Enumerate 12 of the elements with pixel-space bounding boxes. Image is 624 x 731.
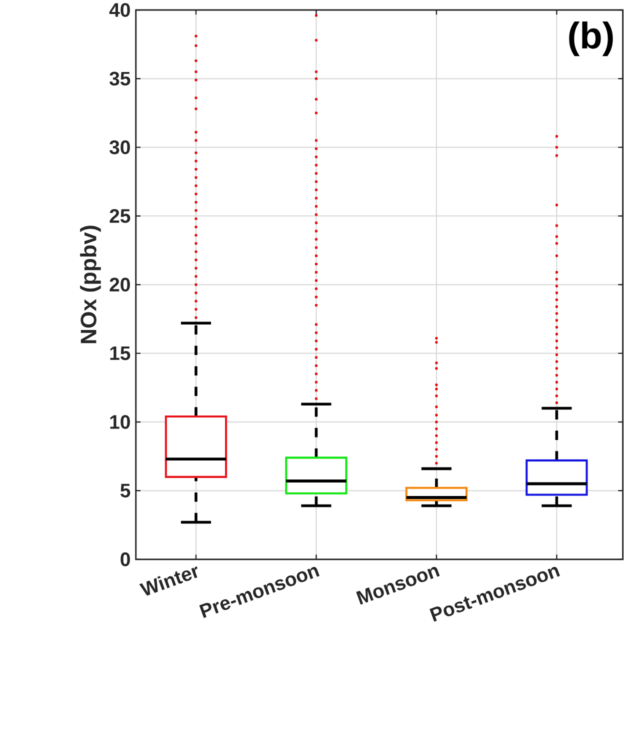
y-tick-label: 30 <box>110 140 130 154</box>
y-axis-title: NOx (ppbv) <box>80 226 102 344</box>
annotation: (b) <box>569 22 614 56</box>
y-tick-label: 40 <box>110 3 130 17</box>
y-tick-label: 20 <box>110 278 130 292</box>
y-tick-label: 15 <box>110 346 130 360</box>
y-tick-label: 25 <box>110 209 130 223</box>
y-tick-label: 0 <box>120 552 130 566</box>
y-tick-label: 10 <box>110 415 130 429</box>
y-tick-label: 5 <box>120 484 130 498</box>
x-tick-label: Winter <box>139 566 198 596</box>
y-tick-label: 35 <box>110 72 130 86</box>
